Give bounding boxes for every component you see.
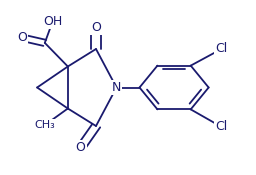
Text: O: O: [76, 141, 86, 154]
Text: Cl: Cl: [215, 120, 228, 133]
Text: CH₃: CH₃: [34, 120, 55, 130]
Text: Cl: Cl: [215, 43, 228, 55]
Text: N: N: [112, 81, 121, 94]
Text: OH: OH: [43, 15, 62, 28]
Text: O: O: [91, 21, 101, 34]
Text: O: O: [17, 31, 27, 44]
